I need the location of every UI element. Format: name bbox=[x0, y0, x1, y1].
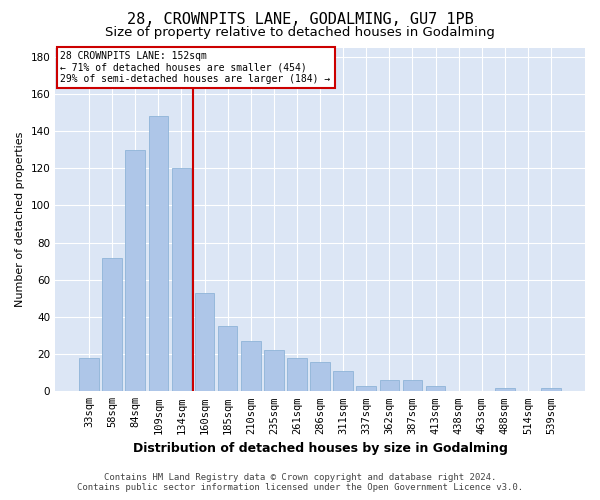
Bar bbox=[380, 380, 399, 392]
Bar bbox=[241, 341, 260, 392]
Bar bbox=[149, 116, 168, 392]
Bar bbox=[310, 362, 330, 392]
Bar bbox=[403, 380, 422, 392]
X-axis label: Distribution of detached houses by size in Godalming: Distribution of detached houses by size … bbox=[133, 442, 508, 455]
Bar bbox=[541, 388, 561, 392]
Text: 28, CROWNPITS LANE, GODALMING, GU7 1PB: 28, CROWNPITS LANE, GODALMING, GU7 1PB bbox=[127, 12, 473, 28]
Bar bbox=[334, 371, 353, 392]
Bar bbox=[79, 358, 99, 392]
Text: 28 CROWNPITS LANE: 152sqm
← 71% of detached houses are smaller (454)
29% of semi: 28 CROWNPITS LANE: 152sqm ← 71% of detac… bbox=[61, 51, 331, 84]
Bar bbox=[426, 386, 445, 392]
Bar bbox=[287, 358, 307, 392]
Bar bbox=[495, 388, 515, 392]
Bar bbox=[103, 258, 122, 392]
Bar bbox=[264, 350, 284, 392]
Text: Size of property relative to detached houses in Godalming: Size of property relative to detached ho… bbox=[105, 26, 495, 39]
Bar bbox=[172, 168, 191, 392]
Bar bbox=[195, 293, 214, 392]
Bar bbox=[125, 150, 145, 392]
Bar bbox=[356, 386, 376, 392]
Text: Contains HM Land Registry data © Crown copyright and database right 2024.
Contai: Contains HM Land Registry data © Crown c… bbox=[77, 473, 523, 492]
Y-axis label: Number of detached properties: Number of detached properties bbox=[15, 132, 25, 307]
Bar bbox=[218, 326, 238, 392]
